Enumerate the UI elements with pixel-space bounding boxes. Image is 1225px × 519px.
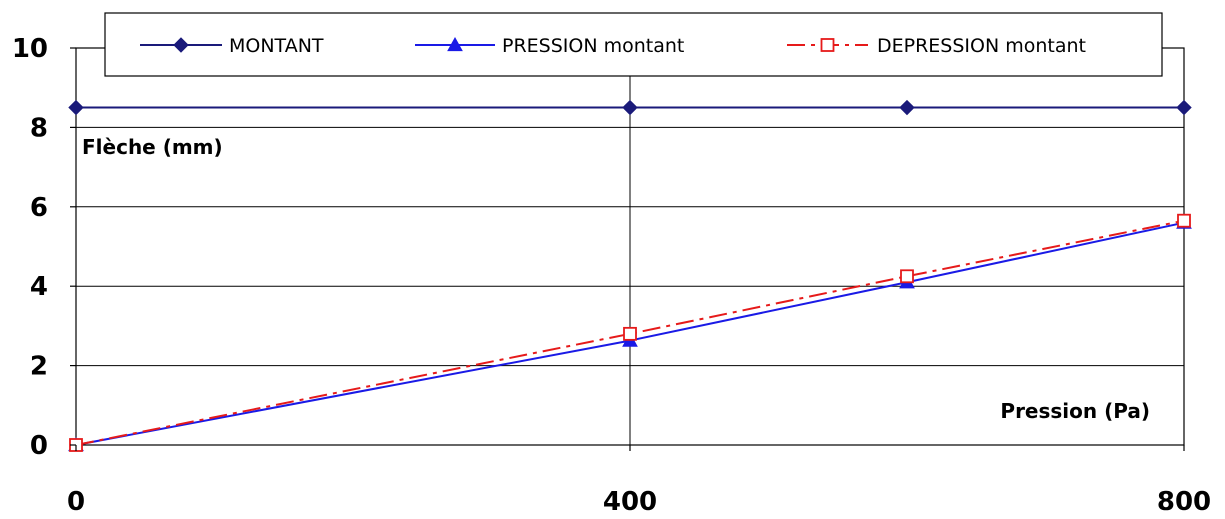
- legend-entry: DEPRESSION montant: [787, 35, 1086, 57]
- y-tick-label: 6: [30, 193, 48, 223]
- legend-label: MONTANT: [229, 35, 324, 57]
- legend-items: MONTANT PRESSION montant DEPRESSION montan…: [140, 35, 1086, 57]
- series-2: [69, 213, 1191, 452]
- x-axis-title: Pression (Pa): [1000, 399, 1150, 423]
- legend-box: [104, 12, 1163, 77]
- series-line: [75, 221, 1185, 446]
- x-tick-label: 800: [1157, 487, 1211, 517]
- data-point: [899, 99, 915, 116]
- data-point: [1176, 99, 1192, 116]
- series-0: [68, 99, 1192, 116]
- grid: [76, 48, 1184, 445]
- data-point: [623, 326, 637, 341]
- y-tick-label: 8: [30, 113, 48, 143]
- legend-label: PRESSION montant: [502, 35, 684, 57]
- legend-swatch-marker: [173, 37, 189, 53]
- y-axis-title: Flèche (mm): [82, 135, 223, 159]
- legend-entry: MONTANT: [140, 35, 324, 57]
- legend-swatch-marker: [447, 36, 463, 52]
- data-point: [622, 99, 638, 116]
- legend-label: DEPRESSION montant: [877, 35, 1086, 57]
- y-tick-label: 0: [30, 431, 48, 461]
- y-tick-label: 4: [30, 272, 48, 302]
- tick-labels: 0 2 4 6 8 10 0 400 800: [12, 34, 1211, 517]
- series-layer: [68, 99, 1192, 452]
- y-tick-label: 2: [30, 352, 48, 382]
- x-tick-label: 400: [603, 487, 657, 517]
- y-tick-label: 10: [12, 34, 48, 64]
- legend-swatch-marker: [820, 38, 835, 52]
- series-line: [75, 219, 1185, 446]
- legend: MONTANT PRESSION montant DEPRESSION montan…: [104, 12, 1163, 77]
- legend-entry: PRESSION montant: [415, 35, 684, 57]
- data-point: [1177, 213, 1191, 228]
- x-tick-label: 0: [67, 487, 85, 517]
- data-point: [900, 269, 914, 284]
- data-point: [68, 99, 84, 116]
